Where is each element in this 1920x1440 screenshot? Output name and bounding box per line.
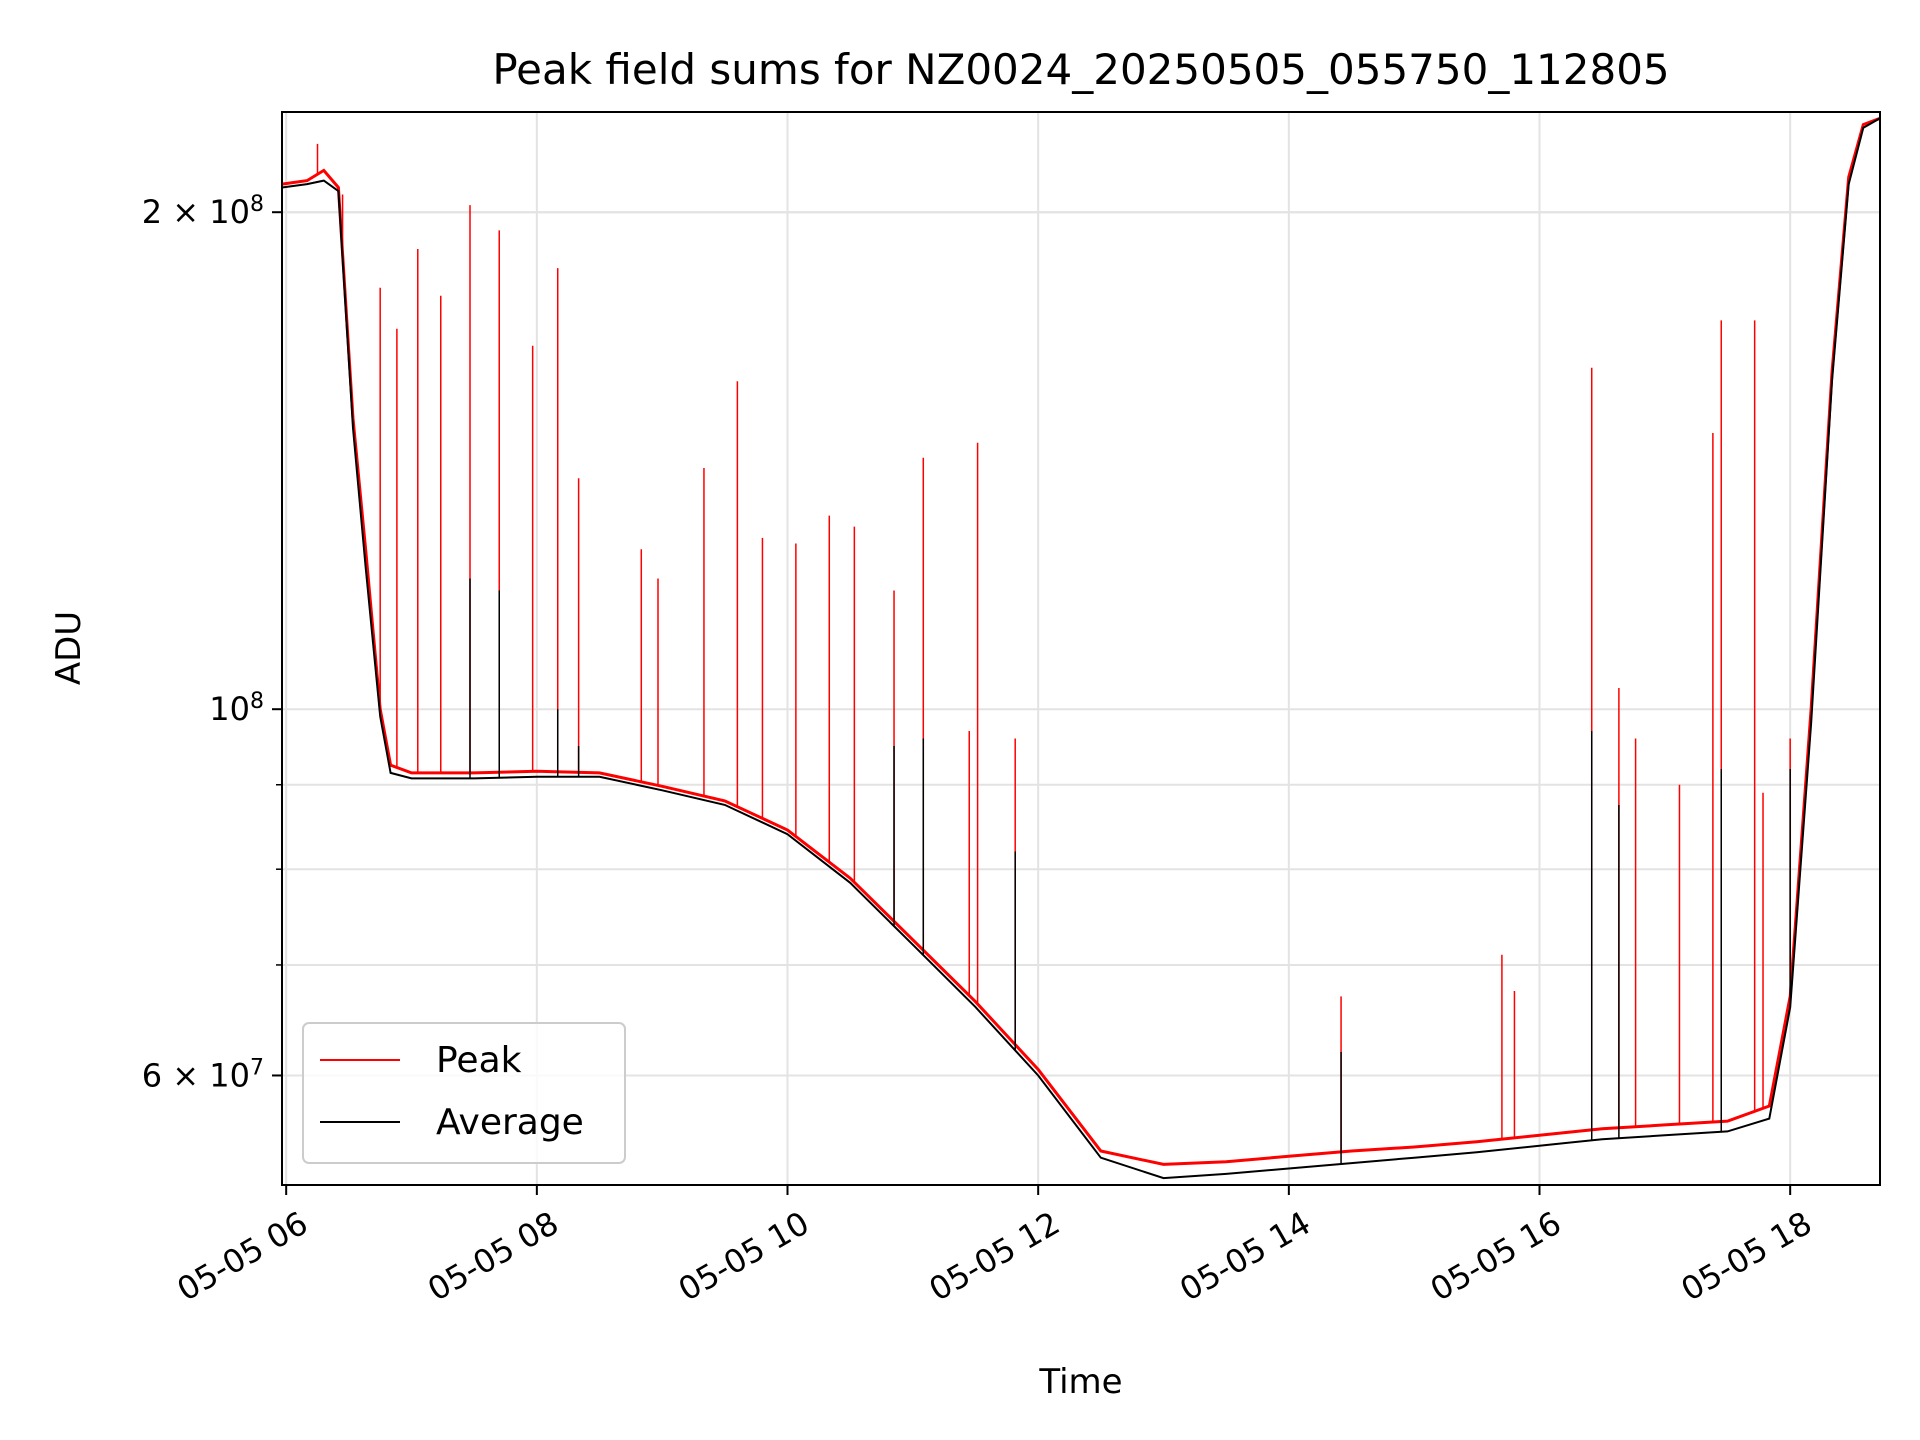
plot-area-frame <box>281 111 1881 1186</box>
legend-peak-label: Peak <box>436 1040 522 1081</box>
y-tick-label: 2 × 108 <box>142 192 264 232</box>
plot-series <box>281 116 1881 1180</box>
x-axis-title: Time <box>1038 1362 1122 1402</box>
average-series-line <box>281 117 1881 1180</box>
legend: Peak Average <box>302 1022 626 1164</box>
chart-title: Peak field sums for NZ0024_20250505_0557… <box>492 45 1669 94</box>
legend-box <box>302 1022 626 1164</box>
legend-average-label: Average <box>436 1102 584 1143</box>
y-tick-label: 6 × 107 <box>142 1055 264 1095</box>
grid-lines <box>282 112 1880 1185</box>
y-axis-title: ADU <box>49 611 89 685</box>
